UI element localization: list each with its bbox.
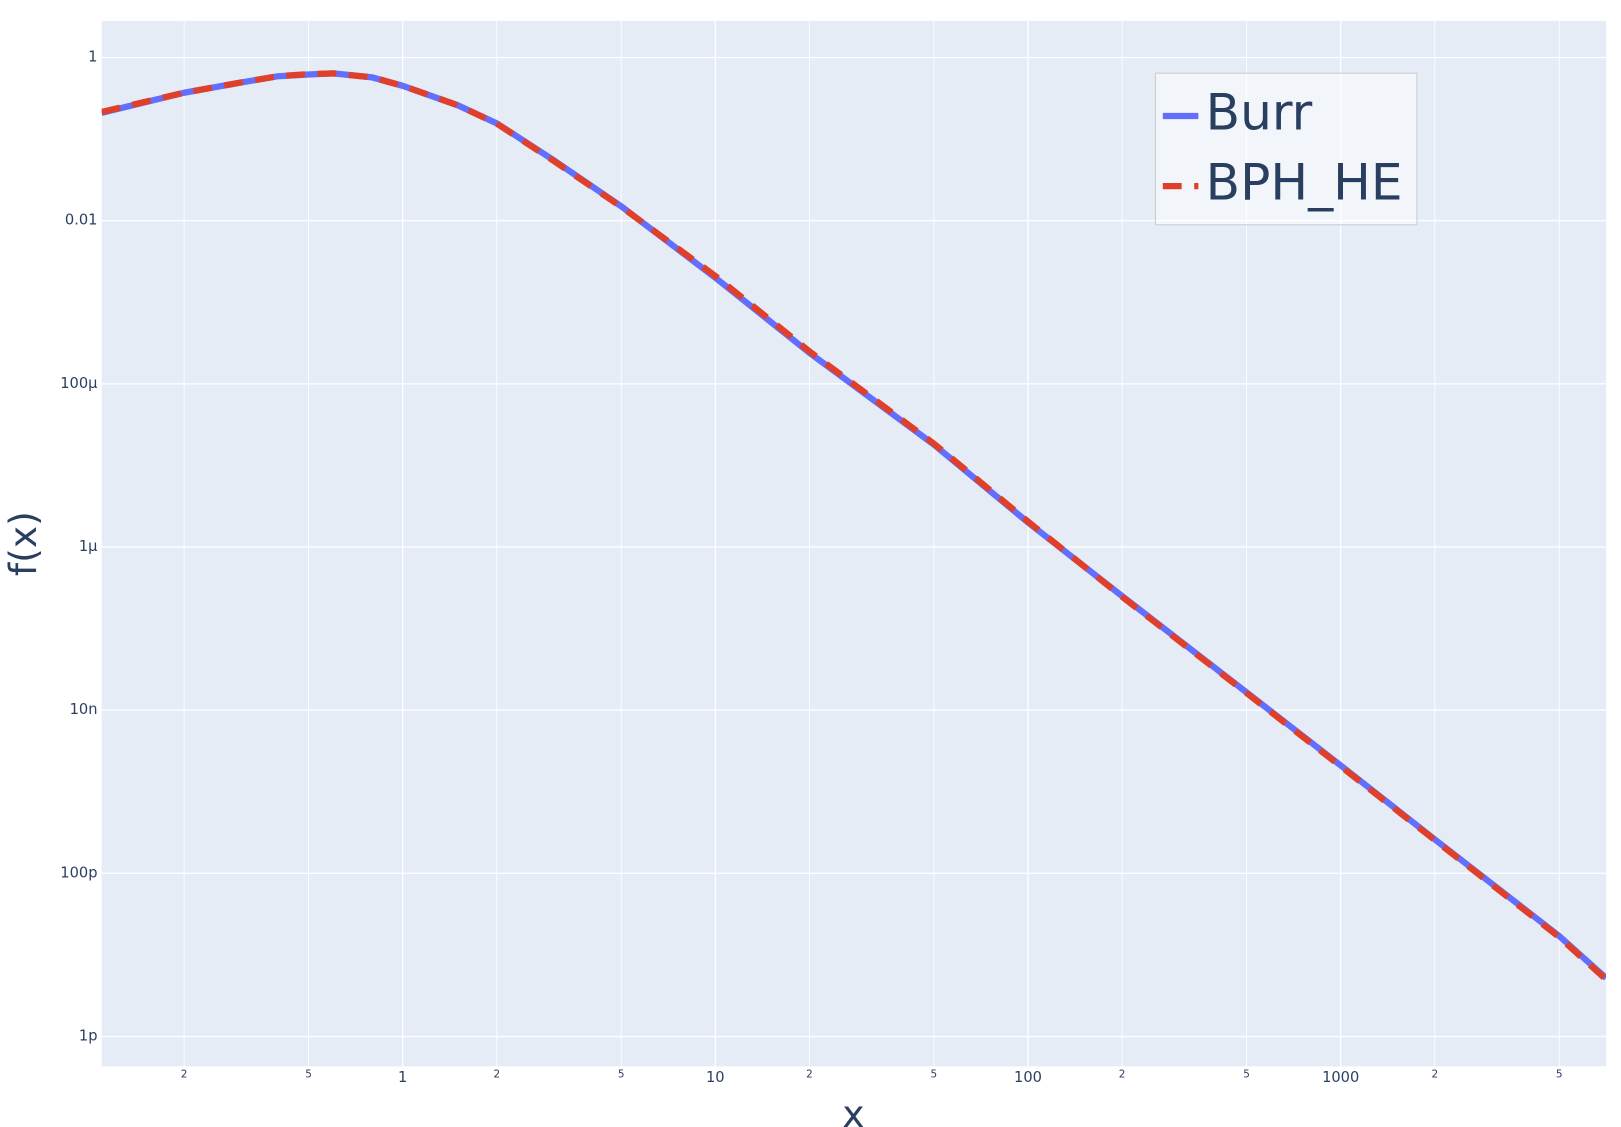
legend-box	[1154, 72, 1418, 226]
x-tick-label: 5	[618, 1069, 625, 1081]
x-tick-label: 5	[1243, 1069, 1250, 1081]
x-tick-label: 100	[1014, 1069, 1042, 1086]
x-tick-label: 2	[806, 1069, 813, 1081]
lines	[101, 70, 1607, 982]
x-tick-label: 5	[305, 1069, 312, 1081]
legend-label: Burr	[1206, 83, 1313, 142]
y-tick-label: 1μ	[79, 538, 98, 555]
x-tick-label: 2	[1119, 1069, 1126, 1081]
x-tick-label: 5	[1556, 1069, 1563, 1081]
y-tick-label: 100μ	[60, 375, 97, 392]
x-axis-title: x	[842, 1092, 864, 1127]
x-tick-label: 5	[931, 1069, 938, 1081]
x-tick-label: 2	[493, 1069, 500, 1081]
x-tick-label: 2	[1431, 1069, 1438, 1081]
x-tick-label: 1	[398, 1069, 407, 1086]
x-tick-label: 10	[706, 1069, 725, 1086]
x-tick-label: 2	[181, 1069, 188, 1081]
series-line	[101, 70, 1607, 982]
legend: Burr BPH_HE	[1154, 72, 1418, 226]
y-tick-label: 10n	[70, 701, 98, 718]
y-tick-label: 0.01	[65, 212, 98, 229]
legend-label: BPH_HE	[1206, 153, 1403, 212]
y-tick-label: 100p	[60, 864, 97, 881]
y-tick-label: 1p	[79, 1027, 98, 1044]
y-axis-title: f(x)	[1, 511, 45, 576]
x-tick-label: 1000	[1322, 1069, 1359, 1086]
y-tick-label: 1	[88, 49, 97, 66]
